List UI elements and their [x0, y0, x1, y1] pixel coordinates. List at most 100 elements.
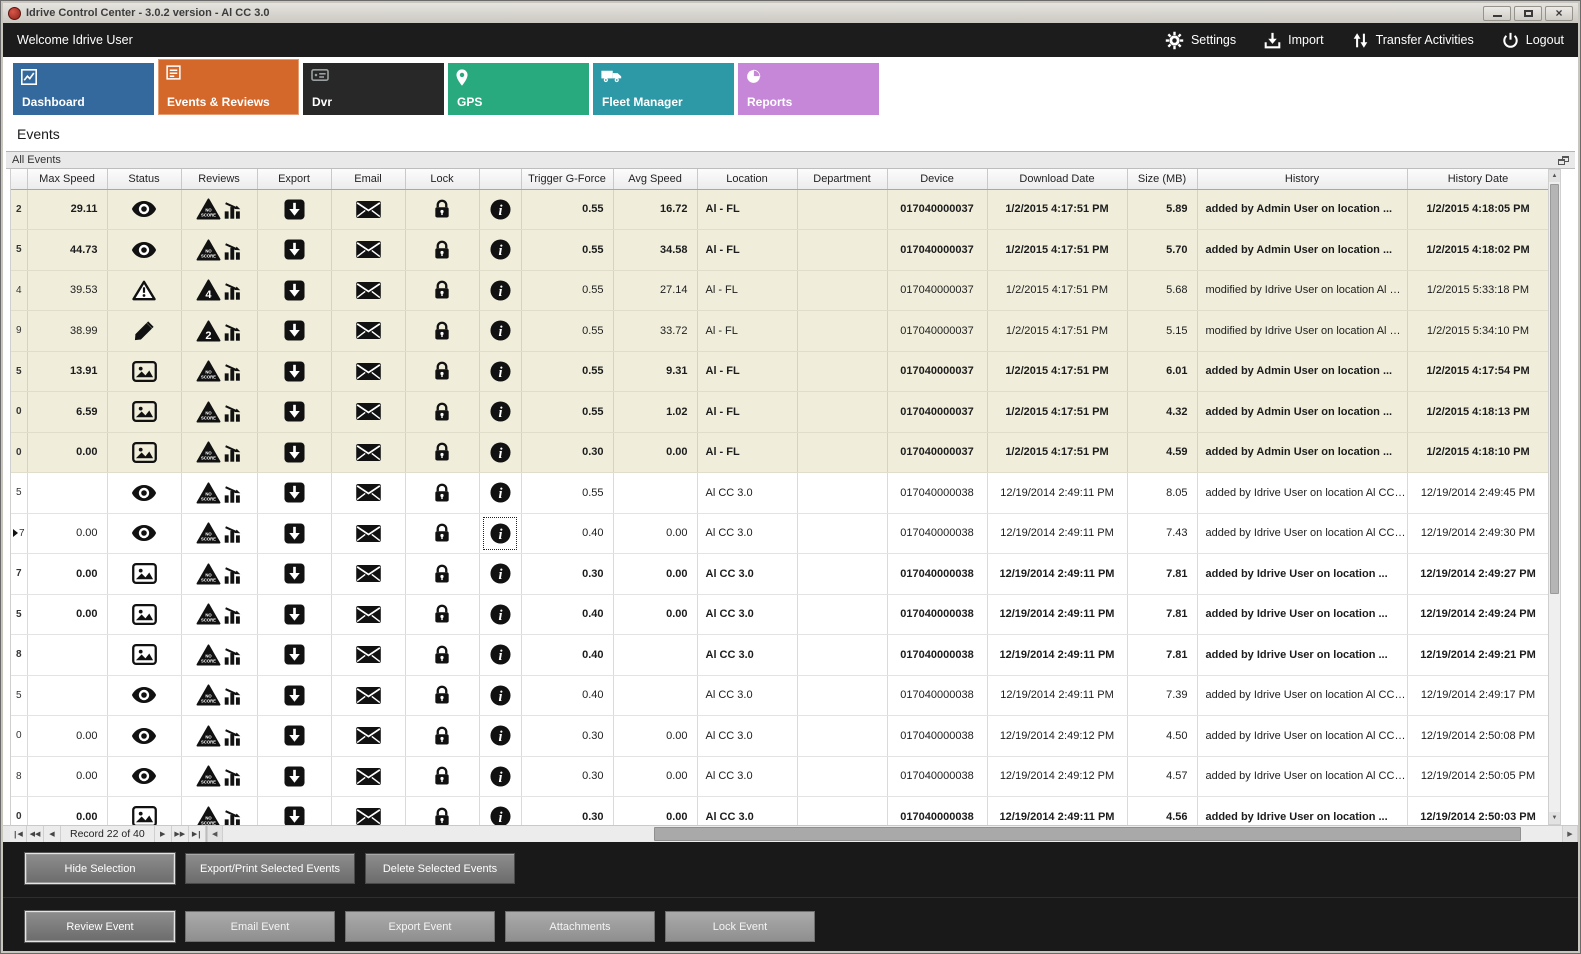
- scroll-right-arrow-icon[interactable]: ▶: [1562, 826, 1578, 842]
- cell-lock[interactable]: [405, 270, 480, 311]
- table-row[interactable]: 9 38.99 2 i 0.55 33.72 Al - FL 017040000037 1/2/…: [11, 310, 1548, 352]
- tab-fleet-manager[interactable]: Fleet Manager: [593, 63, 734, 115]
- prev-page-button[interactable]: ◀◀: [27, 826, 44, 842]
- cell-reviews[interactable]: NO SCORE: [181, 189, 258, 230]
- cell-reviews[interactable]: NO SCORE: [181, 756, 258, 797]
- column-header-avg-speed[interactable]: Avg Speed: [613, 169, 698, 190]
- row-header[interactable]: 4: [11, 270, 28, 311]
- row-header[interactable]: 8: [11, 634, 28, 676]
- cell-email[interactable]: [331, 594, 406, 635]
- lock-event-button[interactable]: Lock Event: [665, 911, 815, 942]
- column-header-trigger-g-force[interactable]: Trigger G-Force: [521, 169, 614, 190]
- cell-info[interactable]: i: [479, 229, 522, 271]
- cell-info[interactable]: i: [479, 675, 522, 716]
- export-event-button[interactable]: Export Event: [345, 911, 495, 942]
- column-header-department[interactable]: Department: [797, 169, 888, 190]
- cell-export[interactable]: [257, 310, 332, 352]
- cell-lock[interactable]: [405, 472, 480, 514]
- cell-reviews[interactable]: NO SCORE: [181, 553, 258, 595]
- export-print-selected-events-button[interactable]: Export/Print Selected Events: [185, 853, 356, 884]
- tab-events-reviews[interactable]: Events & Reviews: [158, 59, 299, 115]
- cell-email[interactable]: [331, 756, 406, 797]
- row-header[interactable]: 5: [11, 229, 28, 271]
- cell-export[interactable]: [257, 351, 332, 392]
- cell-email[interactable]: [331, 432, 406, 473]
- cell-info[interactable]: i: [479, 634, 522, 676]
- transfer-activities-button[interactable]: Transfer Activities: [1352, 32, 1474, 49]
- next-page-button[interactable]: ▶▶: [172, 826, 189, 842]
- cell-email[interactable]: [331, 351, 406, 392]
- table-row[interactable]: 5 0.00 NO SCORE i 0.40 0.00 Al CC 3.0 0170400000…: [11, 594, 1548, 635]
- cell-reviews[interactable]: NO SCORE: [181, 675, 258, 716]
- cell-lock[interactable]: [405, 634, 480, 676]
- next-record-button[interactable]: ▶: [155, 826, 172, 842]
- tab-dashboard[interactable]: Dashboard: [13, 63, 154, 115]
- cell-export[interactable]: [257, 229, 332, 271]
- close-button[interactable]: ×: [1545, 5, 1573, 21]
- column-header-history-date[interactable]: History Date: [1407, 169, 1548, 190]
- cell-lock[interactable]: [405, 594, 480, 635]
- row-header[interactable]: 0: [11, 715, 28, 757]
- cell-reviews[interactable]: NO SCORE: [181, 391, 258, 433]
- cell-lock[interactable]: [405, 189, 480, 230]
- cell-export[interactable]: [257, 796, 332, 825]
- cell-info[interactable]: i: [479, 756, 522, 797]
- tab-dvr[interactable]: Dvr: [303, 63, 444, 115]
- column-header-download-date[interactable]: Download Date: [987, 169, 1128, 190]
- cell-reviews[interactable]: NO SCORE: [181, 229, 258, 271]
- row-header[interactable]: 9: [11, 310, 28, 352]
- column-header-reviews[interactable]: Reviews: [181, 169, 258, 190]
- scroll-down-arrow-icon[interactable]: ▼: [1549, 812, 1560, 824]
- tab-gps[interactable]: GPS: [448, 63, 589, 115]
- row-header[interactable]: 5: [11, 675, 28, 716]
- column-header-size-mb[interactable]: Size (MB): [1127, 169, 1198, 190]
- first-record-button[interactable]: | ◀: [10, 826, 27, 842]
- row-header[interactable]: 5: [11, 594, 28, 635]
- cell-email[interactable]: [331, 229, 406, 271]
- logout-button[interactable]: Logout: [1502, 32, 1564, 49]
- cell-export[interactable]: [257, 594, 332, 635]
- cell-info[interactable]: i: [479, 270, 522, 311]
- cell-email[interactable]: [331, 391, 406, 433]
- cell-info[interactable]: i: [479, 351, 522, 392]
- cell-email[interactable]: [331, 634, 406, 676]
- row-header[interactable]: 2: [11, 189, 28, 230]
- cell-export[interactable]: [257, 513, 332, 554]
- cell-lock[interactable]: [405, 553, 480, 595]
- column-header-info[interactable]: [479, 169, 522, 190]
- cell-email[interactable]: [331, 796, 406, 825]
- cell-export[interactable]: [257, 432, 332, 473]
- cell-reviews[interactable]: NO SCORE: [181, 634, 258, 676]
- cell-lock[interactable]: [405, 310, 480, 352]
- cell-export[interactable]: [257, 391, 332, 433]
- cell-reviews[interactable]: NO SCORE: [181, 472, 258, 514]
- cell-info[interactable]: i: [479, 432, 522, 473]
- cell-export[interactable]: [257, 270, 332, 311]
- vertical-scroll-thumb[interactable]: [1550, 184, 1559, 594]
- column-header-email[interactable]: Email: [331, 169, 406, 190]
- cell-reviews[interactable]: NO SCORE: [181, 351, 258, 392]
- delete-selected-events-button[interactable]: Delete Selected Events: [365, 853, 516, 884]
- table-row[interactable]: 4 39.53 4 i 0.55 27.14 Al - FL 017040000037 1/2/…: [11, 270, 1548, 311]
- row-header[interactable]: 5: [11, 351, 28, 392]
- cell-reviews[interactable]: NO SCORE: [181, 432, 258, 473]
- scroll-left-arrow-icon[interactable]: ◀: [206, 826, 223, 842]
- cell-reviews[interactable]: NO SCORE: [181, 715, 258, 757]
- cell-info[interactable]: i: [479, 310, 522, 352]
- cell-info[interactable]: i: [479, 391, 522, 433]
- column-header-status[interactable]: Status: [107, 169, 182, 190]
- minimize-button[interactable]: [1483, 5, 1511, 21]
- hide-selection-button[interactable]: Hide Selection: [25, 853, 175, 884]
- cell-lock[interactable]: [405, 391, 480, 433]
- cell-lock[interactable]: [405, 351, 480, 392]
- review-event-button[interactable]: Review Event: [25, 911, 175, 942]
- cell-export[interactable]: [257, 553, 332, 595]
- table-row[interactable]: 5 NO SCORE i 0.55 Al CC 3.0 017040000038 12/19/…: [11, 472, 1548, 514]
- row-header[interactable]: 5: [11, 472, 28, 514]
- cell-export[interactable]: [257, 675, 332, 716]
- cell-reviews[interactable]: NO SCORE: [181, 513, 258, 554]
- email-event-button[interactable]: Email Event: [185, 911, 335, 942]
- titlebar[interactable]: Idrive Control Center - 3.0.2 version - …: [3, 3, 1578, 23]
- row-header[interactable]: 8: [11, 756, 28, 797]
- cell-email[interactable]: [331, 675, 406, 716]
